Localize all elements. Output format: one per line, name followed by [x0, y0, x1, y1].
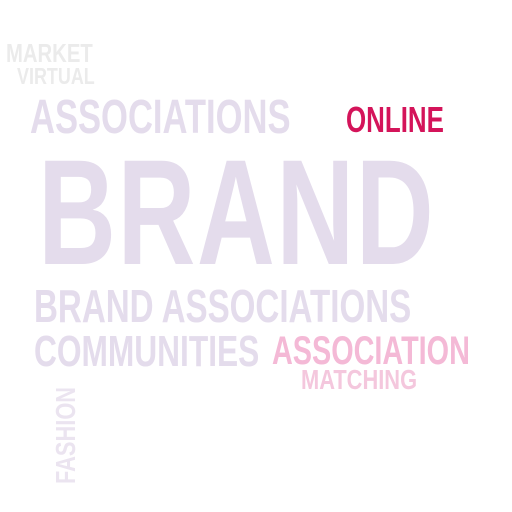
word-associations: ASSOCIATIONS	[30, 91, 291, 144]
word-online: ONLINE	[346, 99, 444, 140]
word-brand: BRAND	[38, 128, 436, 296]
word-virtual: VIRTUAL	[17, 63, 95, 89]
word-communities: COMMUNITIES	[34, 327, 260, 376]
word-market: MARKET	[6, 38, 93, 68]
word-association: ASSOCIATION	[272, 329, 470, 373]
word-matching: MATCHING	[301, 364, 418, 395]
word-fashion: FASHION	[50, 386, 81, 484]
word-brand-associations: BRAND ASSOCIATIONS	[34, 280, 412, 332]
